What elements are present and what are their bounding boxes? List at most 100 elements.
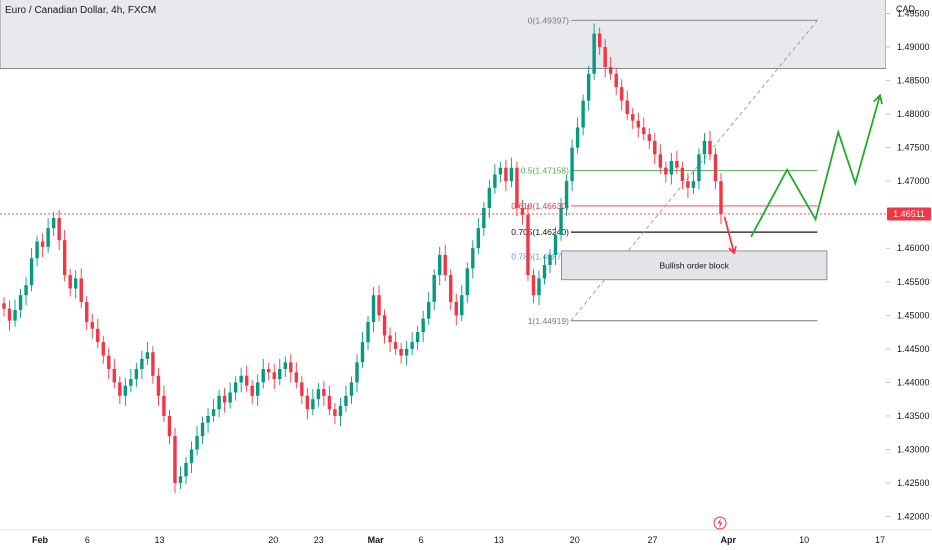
candle-body: [426, 301, 431, 319]
candle-body: [35, 241, 39, 259]
candle-body: [498, 167, 503, 175]
candle-body: [487, 187, 492, 208]
candle-body: [267, 368, 271, 373]
candle-body: [327, 395, 332, 410]
candle-body: [603, 46, 607, 68]
candle-body: [620, 87, 624, 101]
x-tick-label: 27: [647, 535, 657, 545]
candle-body: [217, 395, 221, 410]
projection-path: [750, 95, 881, 238]
candle-body: [460, 295, 464, 316]
chart-title: Euro / Canadian Dollar, 4h, FXCM: [5, 5, 156, 16]
x-tick-label: 17: [875, 535, 885, 545]
candle-body: [542, 265, 547, 279]
candle-body: [233, 382, 238, 393]
candle-body: [537, 278, 541, 296]
y-tick-label: 1.47500: [897, 143, 930, 153]
candle-body: [338, 405, 343, 416]
candle-body: [631, 114, 635, 121]
candle-body: [90, 322, 94, 329]
candle-body: [476, 228, 481, 249]
projection-arrowhead: [873, 93, 883, 105]
candle-body: [388, 335, 392, 343]
candle-body: [432, 275, 436, 302]
x-tick-label: 6: [85, 535, 90, 545]
candle-body: [404, 348, 409, 356]
x-tick-label: 20: [268, 535, 278, 545]
price-axis[interactable]: [886, 0, 932, 530]
candle-body: [140, 358, 144, 369]
fib-label-0: 0(1.49397): [528, 15, 569, 25]
x-axis-ticks: Feb 6 13 20 23 Mar 6 13 20 27 Apr 10 17: [32, 535, 885, 545]
pullback-arrowhead: [728, 245, 737, 255]
x-tick-label: 6: [419, 535, 424, 545]
candle-body: [608, 67, 613, 74]
candle-body: [438, 254, 442, 276]
candle-body: [393, 342, 398, 349]
candle-body: [51, 218, 56, 229]
candle-body: [145, 352, 150, 359]
y-tick-label: 1.44000: [897, 377, 930, 387]
candle-body: [520, 207, 525, 215]
candle-body: [377, 295, 381, 316]
y-tick-label: 1.45000: [897, 310, 930, 320]
candle-body: [575, 127, 580, 148]
candle-body: [597, 33, 602, 47]
candle-body: [283, 362, 287, 369]
candle-body: [18, 295, 23, 310]
candle-body: [570, 147, 574, 182]
candle-body: [333, 409, 337, 416]
candle-body: [625, 100, 629, 115]
candle-body: [7, 308, 12, 321]
candle-body: [73, 278, 78, 289]
candle-body: [686, 181, 690, 188]
candle-body: [184, 462, 188, 477]
fib-label-1: 1(1.44919): [528, 316, 569, 326]
candle-body: [195, 436, 199, 450]
candle-body: [189, 449, 194, 463]
candle-body: [382, 315, 387, 336]
candle-body: [592, 33, 596, 74]
x-tick-label: Apr: [721, 535, 737, 545]
candle-body: [250, 385, 254, 396]
fib-label-0_5: 0.5(1.47158): [521, 166, 569, 176]
candle-body: [454, 301, 458, 316]
y-tick-label: 1.43500: [897, 411, 930, 421]
candle-body: [211, 409, 216, 416]
candle-body: [178, 476, 183, 484]
x-tick-label: 10: [799, 535, 809, 545]
candle-body: [156, 375, 161, 396]
candle-body: [96, 328, 100, 343]
x-tick-label: 13: [494, 535, 504, 545]
candle-body: [647, 134, 652, 141]
candle-body: [29, 258, 34, 286]
candle-body: [316, 389, 321, 400]
candle-body: [101, 342, 105, 356]
x-tick-label: Mar: [368, 535, 385, 545]
event-lightning-icon[interactable]: [713, 516, 727, 530]
candle-body: [79, 278, 83, 302]
candle-body: [355, 362, 359, 383]
candle-body: [586, 73, 591, 101]
candles: [2, 23, 723, 494]
candle-body: [228, 392, 232, 403]
candle-body: [294, 372, 299, 383]
candle-body: [85, 301, 89, 323]
y-tick-label: 1.44500: [897, 344, 930, 354]
y-tick-label: 1.43000: [897, 444, 930, 454]
y-tick-label: 1.49000: [897, 42, 930, 52]
fib-label-0_618: 0.618(1.46630): [511, 201, 569, 211]
candle-body: [222, 395, 227, 403]
candle-body: [548, 254, 552, 265]
candle-body: [680, 167, 685, 182]
y-tick-label: 1.42500: [897, 478, 930, 488]
candle-body: [664, 167, 668, 175]
y-tick-label: 1.48000: [897, 109, 930, 119]
candle-body: [300, 382, 304, 396]
candle-body: [261, 368, 265, 383]
candle-body: [564, 181, 569, 208]
candle-body: [349, 382, 354, 396]
candle-body: [311, 399, 315, 410]
y-tick-label: 1.48500: [897, 76, 930, 86]
